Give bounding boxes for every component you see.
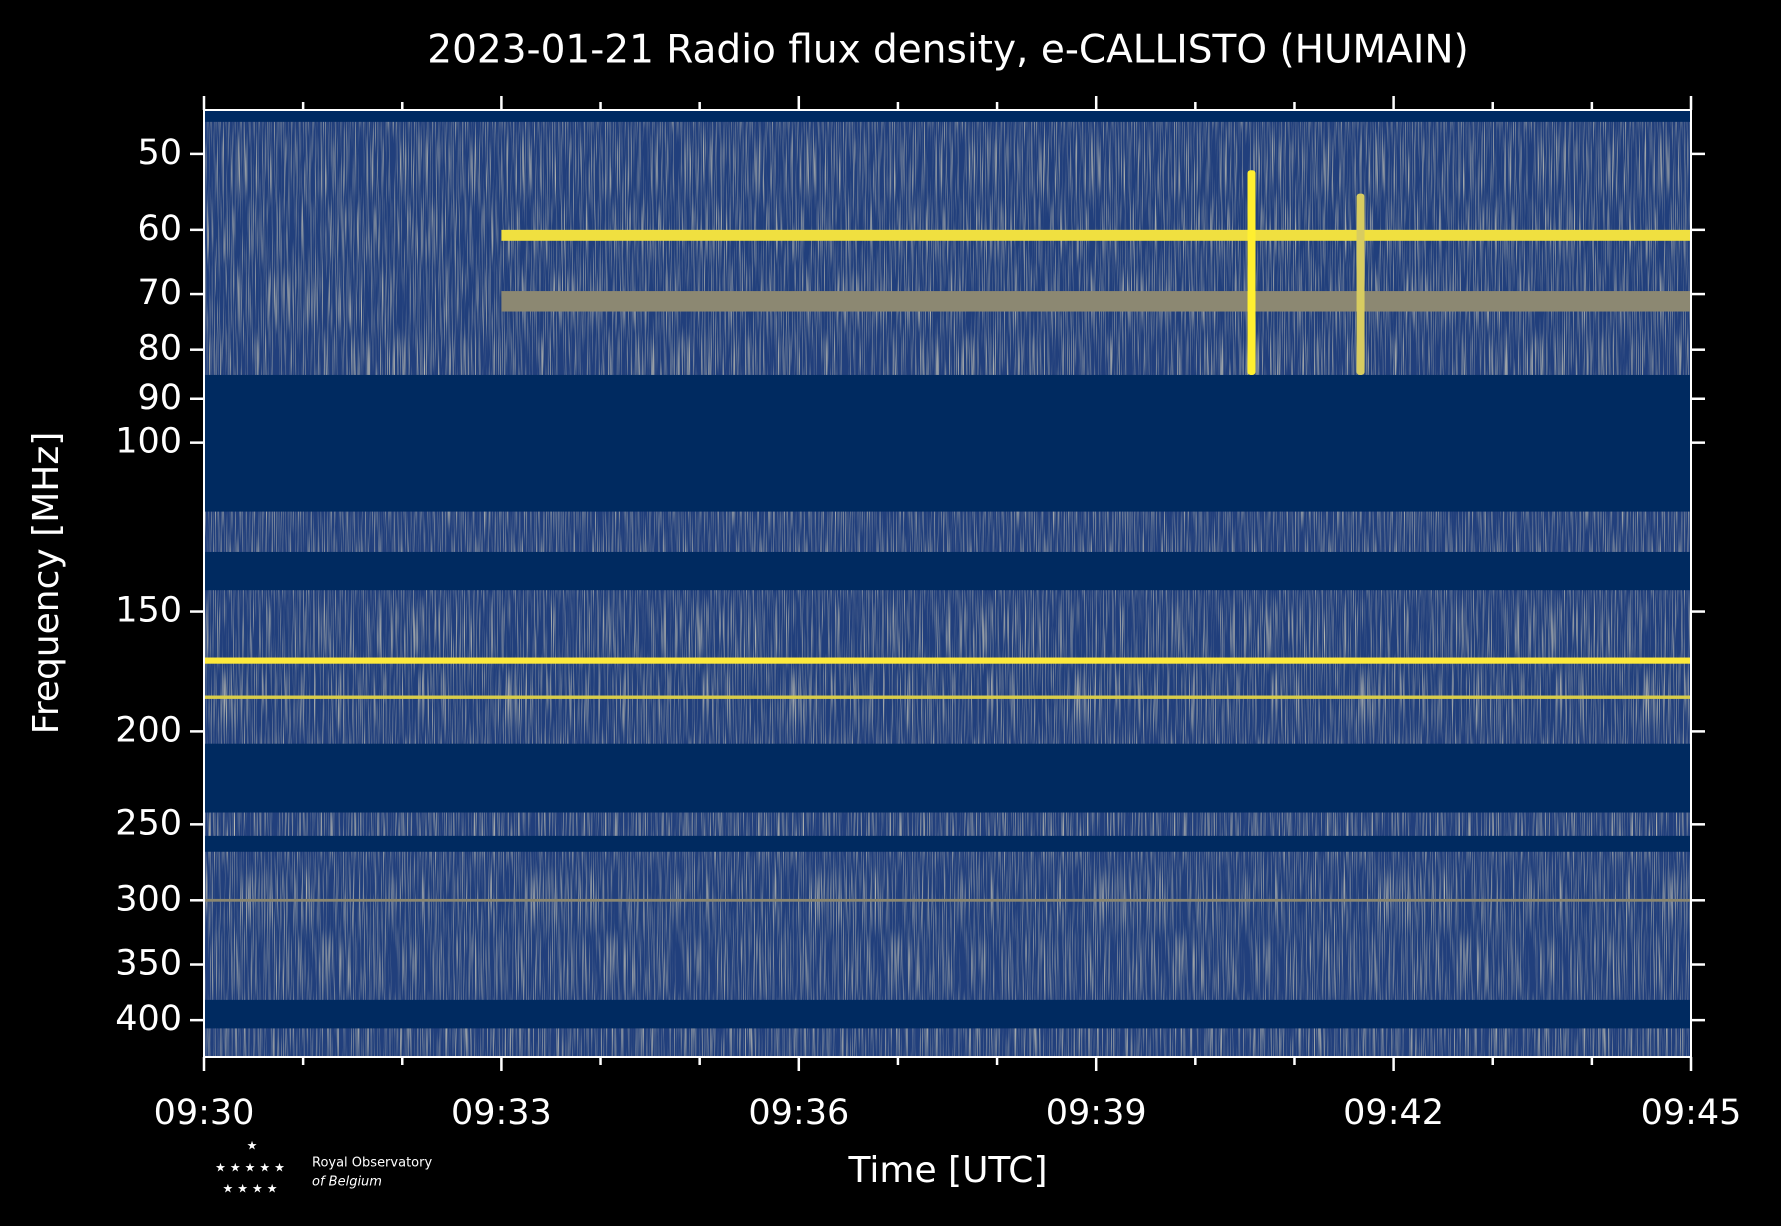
band bbox=[501, 291, 1691, 312]
y-tick-label: 300 bbox=[115, 879, 182, 919]
band bbox=[501, 229, 1691, 241]
band bbox=[204, 657, 1691, 664]
logo-stars: ★★★★ bbox=[222, 1182, 281, 1196]
x-axis-label: Time [UTC] bbox=[847, 1150, 1047, 1191]
burst bbox=[1247, 170, 1256, 375]
y-tick-label: 350 bbox=[115, 944, 182, 984]
band bbox=[204, 835, 1691, 852]
y-tick-label: 250 bbox=[115, 803, 182, 843]
y-tick-label: 100 bbox=[115, 422, 182, 462]
y-tick-label: 80 bbox=[137, 329, 182, 369]
band bbox=[204, 110, 1691, 122]
logo-stars: ★★★★★ bbox=[215, 1161, 289, 1175]
burst bbox=[1356, 193, 1365, 375]
chart-title: 2023-01-21 Radio flux density, e-CALLIST… bbox=[427, 28, 1469, 73]
band bbox=[204, 743, 1691, 813]
logo-star: ★ bbox=[247, 1139, 258, 1153]
x-tick-label: 09:42 bbox=[1343, 1093, 1444, 1133]
logo-text: Royal Observatory bbox=[312, 1156, 432, 1171]
y-tick-label: 200 bbox=[115, 710, 182, 750]
band bbox=[204, 551, 1691, 591]
y-tick-label: 70 bbox=[137, 273, 182, 313]
logo: ★ ★★★★★ ★★★★ Royal Observatory of Belgiu… bbox=[215, 1139, 432, 1196]
y-tick-label: 150 bbox=[115, 591, 182, 631]
x-tick-label: 09:33 bbox=[451, 1093, 552, 1133]
band bbox=[204, 374, 1691, 512]
x-tick-label: 09:39 bbox=[1046, 1093, 1147, 1133]
band bbox=[204, 999, 1691, 1029]
y-tick-label: 400 bbox=[115, 999, 182, 1039]
x-tick-label: 09:30 bbox=[154, 1093, 255, 1133]
y-tick-label: 50 bbox=[137, 133, 182, 173]
band bbox=[204, 695, 1691, 699]
y-axis-label: Frequency [MHz] bbox=[26, 432, 67, 735]
y-tick-label: 60 bbox=[137, 209, 182, 249]
x-tick-label: 09:36 bbox=[748, 1093, 849, 1133]
y-tick-label: 90 bbox=[137, 378, 182, 418]
x-tick-label: 09:45 bbox=[1641, 1093, 1742, 1133]
plot-frame bbox=[203, 109, 1692, 1058]
plot-area bbox=[204, 110, 1691, 1057]
logo-text: of Belgium bbox=[312, 1175, 382, 1190]
band bbox=[204, 898, 1691, 902]
